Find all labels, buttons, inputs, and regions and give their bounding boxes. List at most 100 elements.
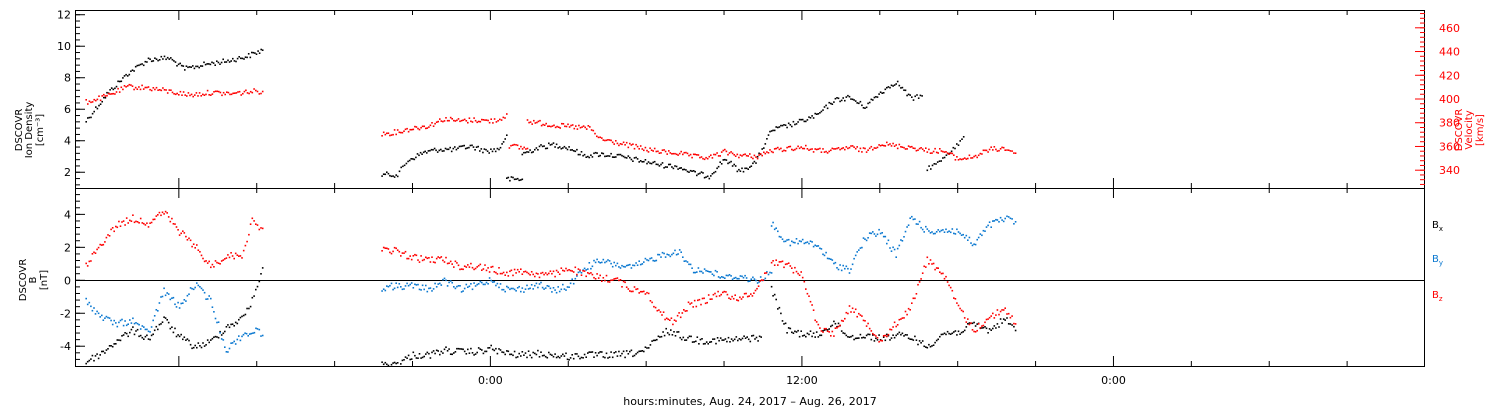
- data-point: [182, 302, 184, 304]
- data-point: [528, 121, 530, 124]
- data-point: [839, 264, 841, 266]
- data-point: [633, 354, 636, 357]
- data-point: [232, 57, 234, 60]
- data-point: [946, 152, 949, 154]
- data-point: [590, 129, 593, 131]
- data-point: [836, 267, 838, 269]
- data-point: [605, 352, 608, 355]
- data-point: [611, 141, 614, 144]
- data-point: [921, 340, 924, 342]
- data-point: [1009, 150, 1012, 152]
- data-point: [516, 144, 519, 147]
- data-point: [501, 143, 503, 145]
- data-point: [797, 145, 799, 148]
- data-point: [977, 323, 980, 325]
- data-point: [543, 145, 545, 147]
- data-point: [192, 65, 194, 67]
- data-point: [130, 220, 133, 222]
- data-point: [730, 160, 732, 163]
- data-point: [698, 298, 701, 301]
- data-point: [851, 263, 854, 266]
- data-point: [686, 261, 689, 263]
- data-point: [876, 233, 879, 236]
- data-point: [868, 232, 871, 234]
- data-point: [689, 153, 692, 156]
- data-point: [485, 269, 488, 272]
- data-point: [654, 306, 657, 309]
- data-point: [939, 335, 941, 338]
- data-point: [202, 289, 204, 291]
- data-point: [931, 231, 933, 233]
- data-point: [945, 333, 947, 336]
- data-point: [1006, 317, 1008, 319]
- data-point: [985, 226, 988, 228]
- data-point: [702, 272, 704, 274]
- data-point: [1014, 323, 1017, 325]
- data-point: [812, 245, 815, 248]
- data-point: [482, 119, 485, 121]
- data-point: [418, 128, 421, 131]
- data-point: [155, 58, 158, 60]
- data-point: [873, 233, 876, 235]
- data-point: [895, 325, 897, 328]
- data-point: [260, 335, 262, 337]
- data-point: [382, 173, 385, 175]
- data-point: [524, 288, 527, 290]
- data-point: [409, 358, 411, 361]
- data-point: [733, 277, 735, 279]
- data-point: [150, 221, 153, 224]
- bottom-left-ylabel-line3: [nT]: [39, 270, 50, 290]
- data-point: [658, 165, 661, 167]
- data-point: [220, 338, 223, 340]
- data-point: [627, 155, 630, 157]
- data-point: [538, 356, 541, 358]
- data-point: [121, 318, 123, 321]
- data-point: [870, 338, 873, 341]
- data-point: [400, 255, 402, 257]
- data-point: [516, 177, 519, 180]
- data-point: [715, 342, 717, 345]
- data-point: [722, 149, 725, 152]
- data-point: [511, 144, 514, 146]
- data-point: [241, 57, 244, 60]
- data-point: [632, 264, 634, 267]
- data-point: [789, 265, 792, 267]
- data-point: [109, 89, 111, 91]
- data-point: [147, 226, 150, 228]
- data-point: [798, 240, 801, 242]
- data-point: [605, 139, 608, 142]
- data-point: [198, 66, 200, 69]
- data-point: [700, 303, 702, 306]
- data-point: [466, 147, 469, 149]
- data-point: [566, 269, 569, 272]
- data-point: [479, 280, 482, 283]
- data-point: [680, 251, 682, 253]
- data-point: [102, 350, 105, 353]
- data-point: [491, 265, 494, 268]
- data-point: [228, 61, 231, 63]
- data-point: [577, 271, 580, 274]
- data-point: [91, 309, 94, 312]
- data-point: [707, 294, 710, 296]
- data-point: [563, 145, 566, 148]
- data-point: [136, 328, 139, 331]
- data-point: [199, 345, 201, 347]
- data-point: [907, 93, 910, 96]
- data-point: [242, 92, 244, 95]
- data-point: [248, 233, 250, 236]
- data-point: [651, 340, 653, 342]
- bottom-left-axis-tick-label: 2: [64, 241, 71, 254]
- data-point: [597, 352, 600, 354]
- data-point: [904, 334, 907, 336]
- data-point: [716, 337, 719, 339]
- data-point: [731, 295, 733, 298]
- data-point: [261, 227, 264, 230]
- data-point: [230, 342, 232, 344]
- data-point: [1011, 324, 1013, 326]
- data-point: [206, 63, 208, 65]
- data-point: [746, 295, 749, 298]
- data-point: [420, 357, 422, 359]
- data-point: [508, 147, 511, 149]
- data-point: [136, 64, 139, 67]
- data-point: [496, 282, 499, 285]
